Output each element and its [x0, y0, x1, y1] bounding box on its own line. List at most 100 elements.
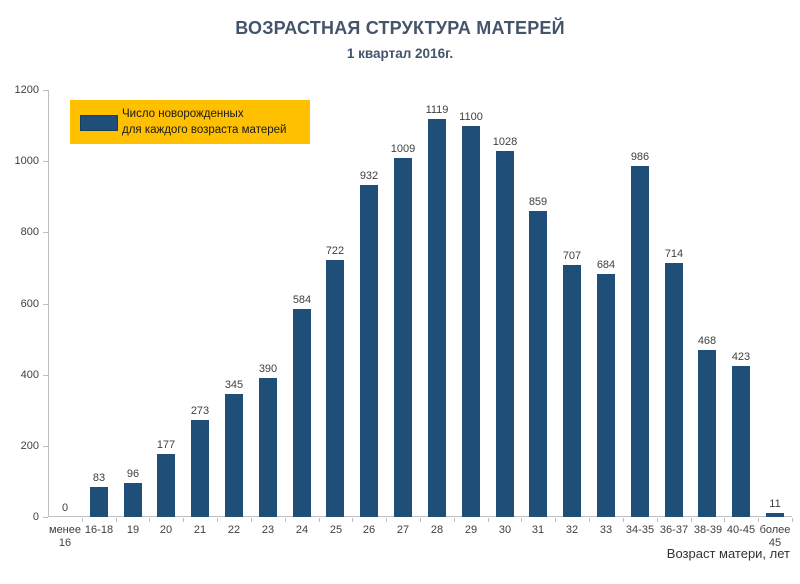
x-axis-tick — [589, 518, 591, 522]
bar-value-label: 423 — [731, 351, 751, 363]
x-tick-label: 36-37 — [659, 524, 689, 536]
bar-value-label: 859 — [528, 196, 548, 208]
x-axis-tick — [115, 518, 117, 522]
bar — [326, 260, 344, 517]
y-axis-tick — [43, 90, 48, 91]
bar — [428, 119, 446, 517]
x-tick-label: 26 — [362, 524, 376, 536]
x-tick-label: 34-35 — [625, 524, 655, 536]
x-tick-label: 40-45 — [726, 524, 756, 536]
x-axis-tick — [724, 518, 726, 522]
x-axis-tick — [250, 518, 252, 522]
legend-swatch — [80, 115, 118, 131]
bar-value-label: 96 — [126, 468, 140, 480]
bar-value-label: 11 — [769, 498, 781, 510]
x-axis-tick — [656, 518, 658, 522]
bar — [496, 151, 514, 517]
bar — [698, 350, 716, 517]
x-tick-label: 23 — [261, 524, 275, 536]
bar-value-label: 273 — [190, 405, 210, 417]
x-axis-tick — [318, 518, 320, 522]
x-tick-label: 16-18 — [84, 524, 114, 536]
x-tick-label: 29 — [464, 524, 478, 536]
y-tick-label: 1200 — [14, 84, 39, 96]
bar-value-label: 177 — [156, 439, 176, 451]
x-tick-label: 21 — [193, 524, 207, 536]
bar — [191, 420, 209, 517]
x-tick-label: менее 16 — [49, 524, 81, 549]
legend: Число новорожденных для каждого возраста… — [70, 100, 310, 144]
x-axis-tick — [792, 518, 793, 522]
y-axis-tick — [43, 374, 48, 376]
x-axis-tick — [284, 518, 286, 522]
bar-value-label: 684 — [596, 259, 616, 271]
x-tick-label: 30 — [498, 524, 512, 536]
x-axis-tick — [690, 518, 692, 522]
x-tick-label: 24 — [295, 524, 309, 536]
x-tick-label: 32 — [565, 524, 579, 536]
legend-label-line2: для каждого возраста матерей — [122, 124, 287, 136]
bar-value-label: 390 — [258, 363, 278, 375]
bar — [157, 454, 175, 517]
x-axis-tick — [758, 518, 760, 522]
bar — [225, 394, 243, 517]
bar — [90, 487, 108, 517]
x-tick-label: 20 — [159, 524, 173, 536]
bar — [360, 185, 378, 517]
x-axis-tick — [81, 518, 83, 522]
x-axis-tick — [453, 518, 455, 522]
bar — [631, 166, 649, 517]
x-axis-tick — [217, 518, 219, 522]
x-axis-tick — [183, 518, 185, 522]
x-axis-tick — [149, 518, 151, 522]
bar — [732, 366, 750, 517]
x-tick-label: 33 — [599, 524, 613, 536]
x-axis-tick — [555, 518, 557, 522]
y-axis-tick — [43, 303, 48, 305]
bar-value-label: 707 — [562, 250, 582, 262]
x-axis-tick — [521, 518, 523, 522]
bar-value-label: 1028 — [492, 136, 518, 148]
bar — [462, 126, 480, 517]
y-tick-label: 800 — [20, 226, 39, 239]
chart-subtitle: 1 квартал 2016г. — [346, 46, 454, 61]
x-tick-label: 22 — [227, 524, 241, 536]
bar — [394, 158, 412, 517]
bar-value-label: 83 — [92, 472, 106, 484]
x-axis-tick — [352, 518, 354, 522]
bar — [665, 263, 683, 517]
bar-value-label: 468 — [697, 335, 717, 347]
x-axis-tick — [420, 518, 421, 522]
bar-value-label: 1009 — [390, 143, 416, 155]
x-tick-label: 27 — [396, 524, 410, 536]
x-axis-tick — [386, 518, 388, 522]
bar — [259, 378, 277, 517]
y-tick-label: 400 — [20, 368, 39, 381]
y-axis-tick — [43, 445, 48, 447]
x-tick-label: 19 — [126, 524, 140, 536]
legend-label-line1: Число новорожденных — [122, 108, 244, 120]
y-tick-label: 0 — [32, 511, 39, 523]
bar — [293, 309, 311, 517]
plot-area — [48, 90, 792, 517]
chart-title: ВОЗРАСТНАЯ СТРУКТУРА МАТЕРЕЙ — [235, 18, 565, 38]
x-tick-label: 38-39 — [693, 524, 723, 536]
legend-label: Число новорожденных для каждого возраста… — [122, 106, 286, 138]
bar-value-label: 932 — [359, 170, 379, 182]
bar-value-label: 1100 — [459, 111, 483, 123]
bar-value-label: 714 — [664, 248, 684, 260]
bar — [766, 513, 784, 517]
bar-value-label: 345 — [224, 379, 244, 391]
bar-value-label: 986 — [630, 151, 650, 163]
y-axis-tick — [43, 232, 48, 234]
y-tick-label: 200 — [20, 439, 39, 452]
bar — [597, 274, 615, 517]
x-axis-tick — [487, 518, 489, 522]
x-axis-tick — [622, 518, 624, 522]
bar — [124, 483, 142, 517]
y-axis-tick — [43, 161, 48, 163]
bar-value-label: 0 — [61, 502, 69, 514]
bar-value-label: 584 — [292, 294, 312, 306]
x-tick-label: 28 — [430, 524, 444, 536]
